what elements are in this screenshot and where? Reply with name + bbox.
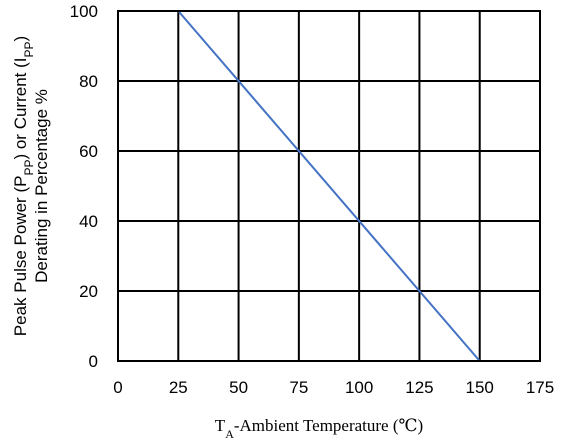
- x-tick-label: 100: [345, 378, 373, 397]
- x-tick-label: 50: [229, 378, 248, 397]
- x-tick-label: 75: [289, 378, 308, 397]
- y-tick-label: 20: [79, 282, 98, 301]
- grid: [118, 11, 540, 361]
- x-tick-label: 175: [526, 378, 554, 397]
- y-tick-label: 100: [70, 2, 98, 21]
- x-tick-label: 125: [405, 378, 433, 397]
- y-axis-label-line: Peak Pulse Power (PPP) or Current (IPP): [11, 36, 36, 336]
- x-tick-labels: 0 25 50 75 100 125 150 175: [113, 378, 554, 397]
- series-line: [177, 10, 481, 362]
- y-tick-label: 40: [79, 212, 98, 231]
- x-tick-label: 150: [466, 378, 494, 397]
- x-tick-label: 25: [169, 378, 188, 397]
- plot-border: [117, 10, 541, 362]
- series-layer: [177, 10, 481, 362]
- plot-frame: [117, 10, 541, 362]
- x-axis-label: TA-Ambient Temperature (℃): [215, 416, 423, 441]
- x-tick-label: 0: [113, 378, 122, 397]
- y-tick-labels: 0 20 40 60 80 100: [70, 2, 98, 371]
- y-tick-label: 80: [79, 72, 98, 91]
- y-tick-label: 0: [89, 352, 98, 371]
- y-tick-label: 60: [79, 142, 98, 161]
- y-axis-label-line: Derating in Percentage %: [32, 89, 51, 283]
- x-axis-label-text: TA-Ambient Temperature (℃): [215, 416, 423, 441]
- y-axis-label: Peak Pulse Power (PPP) or Current (IPP)D…: [11, 36, 51, 336]
